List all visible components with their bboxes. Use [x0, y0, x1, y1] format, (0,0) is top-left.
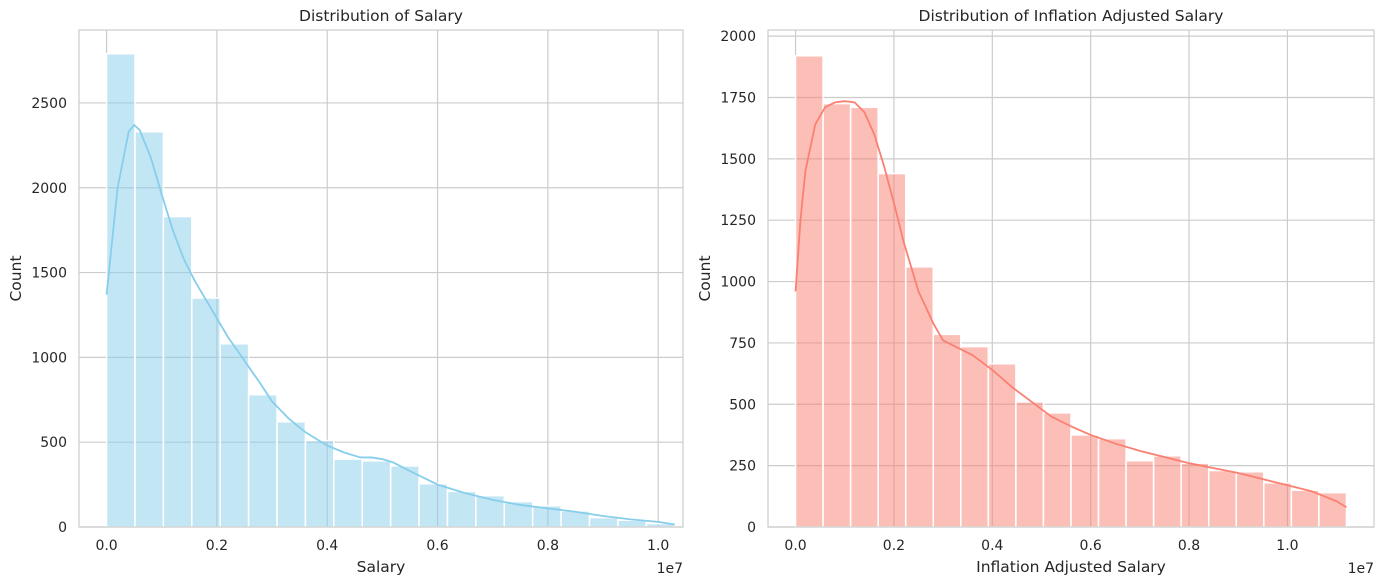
histogram-bar	[822, 102, 852, 528]
x-tick-label: 0.6	[426, 538, 448, 554]
x-tick-label: 0.8	[1178, 538, 1200, 554]
histogram-bar	[446, 490, 477, 528]
histogram-bar	[418, 482, 449, 528]
histogram-bar	[1263, 482, 1293, 528]
y-tick-label: 1000	[720, 275, 756, 291]
y-tick-label: 2000	[720, 29, 756, 45]
histogram-bar	[333, 458, 363, 528]
histogram-bar	[1318, 491, 1348, 528]
x-tick-label: 0.4	[981, 538, 1003, 554]
y-axis-label: Count	[696, 255, 714, 301]
histogram-bar	[1015, 401, 1045, 528]
histogram-bar	[1097, 437, 1127, 528]
y-tick-label: 0	[58, 520, 67, 536]
x-tick-label: 0.2	[883, 538, 905, 554]
histogram-bar	[1290, 489, 1320, 528]
x-tick-label: 0.6	[1080, 538, 1102, 554]
y-tick-label: 2500	[31, 96, 67, 112]
plot-frame	[78, 29, 684, 528]
y-tick-label: 1000	[31, 350, 67, 366]
plot-frame	[767, 29, 1375, 528]
y-tick-label: 1500	[31, 266, 67, 282]
histogram-bar	[1207, 469, 1238, 528]
histogram-bar	[794, 55, 824, 528]
histogram-bar	[1235, 471, 1265, 528]
y-tick-label: 1750	[720, 90, 756, 106]
y-tick-label: 750	[729, 336, 756, 352]
y-tick-label: 500	[40, 435, 67, 451]
x-offset-label: 1e7	[1348, 561, 1374, 577]
y-tick-label: 2000	[31, 181, 67, 197]
histogram-bar	[162, 215, 193, 528]
x-tick-label: 1.0	[647, 538, 669, 554]
histogram-bar	[904, 266, 935, 528]
x-tick-label: 0.8	[537, 538, 559, 554]
histogram-bar	[1152, 455, 1182, 528]
histogram-bar	[1070, 434, 1100, 528]
panel-salary: 0.0 0.2 0.4 0.6 0.8 1.0 0 500 1000 1500 2000 2500 1e…	[7, 7, 684, 577]
histogram-bar	[304, 439, 335, 528]
histogram-bar	[219, 343, 250, 528]
histogram-bar	[987, 363, 1017, 528]
chart-title: Distribution of Salary	[299, 7, 463, 25]
y-tick-label: 250	[729, 459, 756, 475]
y-tick-label: 500	[729, 397, 756, 413]
histogram-bar	[932, 333, 962, 528]
histogram-bar	[588, 516, 619, 528]
histogram-bar	[276, 421, 307, 528]
y-tick-label: 0	[747, 520, 756, 536]
chart-title: Distribution of Inflation Adjusted Salar…	[919, 7, 1224, 25]
kde-line	[794, 100, 1347, 509]
histogram-bar	[1042, 412, 1072, 528]
histogram-bar	[191, 297, 221, 528]
histogram-bar	[134, 131, 165, 528]
histogram-bar	[960, 345, 990, 528]
histogram-bar	[105, 52, 136, 528]
x-offset-label: 1e7	[657, 561, 683, 577]
histogram-bar	[361, 460, 392, 528]
x-tick-label: 0.0	[784, 538, 806, 554]
y-tick-label: 1500	[720, 152, 756, 168]
histogram-bar	[389, 465, 420, 528]
x-tick-label: 0.0	[95, 538, 117, 554]
histogram-bar	[1125, 459, 1155, 528]
histogram-bar	[1180, 462, 1210, 528]
histogram-bar	[877, 172, 907, 528]
kde-line	[105, 124, 675, 526]
histogram-bar	[849, 106, 879, 528]
y-tick-label: 1250	[720, 213, 756, 229]
panel-inflation: 0.0 0.2 0.4 0.6 0.8 1.0 0 250 500 750 1000 1250 1500…	[696, 7, 1375, 577]
x-tick-label: 1.0	[1276, 538, 1298, 554]
x-tick-label: 0.2	[206, 538, 228, 554]
x-tick-label: 0.4	[316, 538, 338, 554]
y-axis-label: Count	[7, 255, 25, 301]
x-axis-label: Inflation Adjusted Salary	[976, 558, 1166, 576]
x-axis-label: Salary	[357, 558, 406, 576]
histogram-bar	[247, 393, 278, 528]
